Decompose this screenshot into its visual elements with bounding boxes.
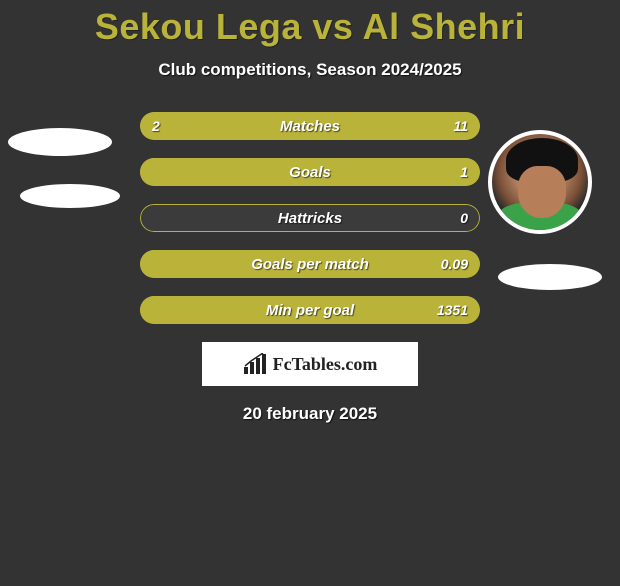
- brand-badge: FcTables.com: [202, 342, 418, 386]
- stat-row: 0.09Goals per match: [140, 250, 480, 278]
- player-left-placeholder-top: [8, 128, 112, 156]
- page-title: Sekou Lega vs Al Shehri: [0, 6, 620, 48]
- brand-text: FcTables.com: [273, 354, 378, 375]
- player-left-placeholder-bottom: [20, 184, 120, 208]
- stat-fill-right: [140, 296, 480, 324]
- stat-row: 211Matches: [140, 112, 480, 140]
- subtitle: Club competitions, Season 2024/2025: [0, 60, 620, 80]
- stat-fill-left: [140, 112, 191, 140]
- stat-fill-right: [140, 158, 480, 186]
- date-text: 20 february 2025: [0, 404, 620, 424]
- stat-row: 0Hattricks: [140, 204, 480, 232]
- stat-value-right: 0: [460, 204, 468, 232]
- stat-label: Hattricks: [140, 204, 480, 232]
- stats-container: 211Matches 1Goals 0Hattricks 0.09Goals per …: [140, 112, 480, 324]
- stat-fill-right: [191, 112, 480, 140]
- stat-row: 1351Min per goal: [140, 296, 480, 324]
- stat-fill-right: [140, 250, 480, 278]
- player-right-photo: [488, 130, 592, 234]
- player-right-placeholder-bottom: [498, 264, 602, 290]
- stat-row: 1Goals: [140, 158, 480, 186]
- brand-chart-icon: [243, 353, 267, 375]
